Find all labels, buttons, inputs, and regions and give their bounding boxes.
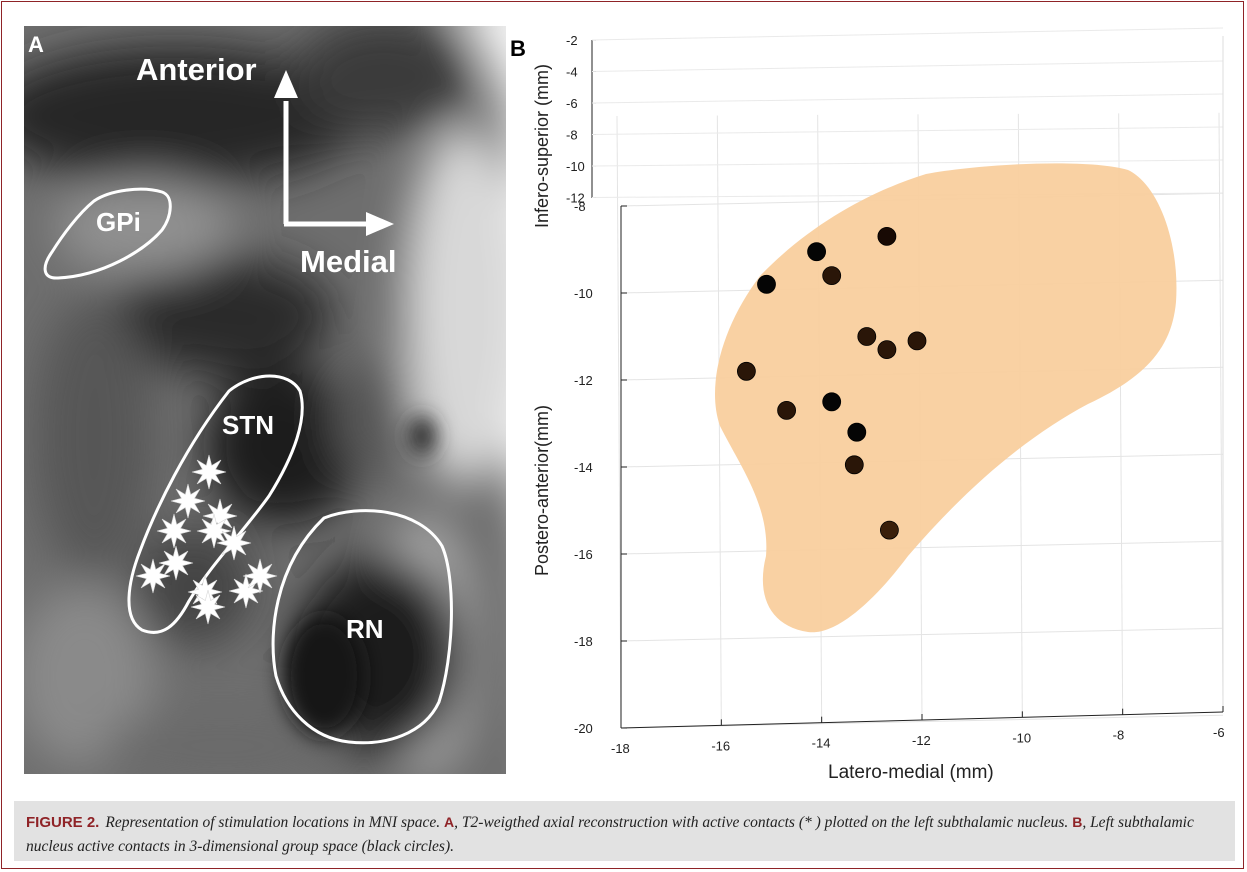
active-contact-point: [877, 226, 897, 246]
y-axis-ticks: -8 -10 -12 -14 -16 -18 -20: [574, 199, 627, 736]
x-tick-label: -12: [912, 733, 931, 748]
gpi-label: GPi: [96, 207, 141, 237]
x-gridline: [1218, 112, 1224, 713]
scatter-points: [736, 226, 927, 540]
active-contact-point: [877, 340, 897, 360]
anterior-label: Anterior: [136, 52, 257, 87]
x-tick-label: -8: [1113, 728, 1125, 743]
figure-caption: FIGURE 2. Representation of stimulation l…: [14, 801, 1235, 861]
y-gridline: [620, 714, 1224, 729]
z-gridline: [591, 60, 1224, 72]
stn-region-shape: [714, 163, 1177, 633]
z-tick-label: -8: [566, 128, 578, 143]
caption-text-2: , T2-weigthed axial reconstruction with …: [454, 814, 1069, 831]
active-contact-markers: [135, 454, 278, 625]
y-axis-label: Postero-anterior(mm): [532, 405, 552, 576]
active-contact-marker: [242, 558, 278, 594]
medial-label: Medial: [300, 244, 396, 279]
active-contact-point: [907, 331, 927, 351]
y-gridline: [620, 627, 1224, 642]
y-tick-label: -20: [574, 721, 593, 736]
caption-text-3: , Left subthalamic nucleus active contac…: [26, 814, 1194, 855]
caption-text-1: Representation of stimulation locations …: [105, 814, 441, 831]
active-contact-marker: [170, 483, 206, 519]
x-tick-label: -14: [812, 736, 831, 751]
x-axis-label: Latero-medial (mm): [828, 762, 994, 783]
active-contact-point: [777, 400, 797, 420]
caption-label: FIGURE 2.: [26, 814, 100, 831]
y-tick-label: -16: [574, 547, 593, 562]
active-contact-point: [807, 242, 827, 262]
active-contact-marker: [135, 558, 171, 594]
caption-letter-a: A: [444, 814, 455, 830]
gpi-outline: [43, 187, 172, 280]
y-tick-label: -18: [574, 634, 593, 649]
x-tick-label: -6: [1213, 725, 1225, 740]
y-tick-label: -8: [574, 199, 586, 214]
active-contact-marker: [191, 454, 227, 490]
z-tick-label: -12: [566, 191, 585, 206]
active-contact-marker: [196, 513, 232, 549]
z-tick-label: -10: [566, 159, 585, 174]
active-contact-point: [844, 455, 864, 475]
y-tick-label: -14: [574, 460, 593, 475]
rn-label: RN: [346, 614, 384, 644]
stn-outline: [127, 374, 304, 634]
active-contact-marker: [158, 545, 194, 581]
y-gridline: [620, 540, 1224, 555]
x-axis-ticks: -18 -16 -14 -12 -10 -8 -6: [611, 706, 1225, 756]
panel-b-letter: B: [510, 36, 526, 61]
active-contact-point: [857, 327, 877, 346]
z-axis-label: Infero-superior (mm): [532, 64, 552, 228]
y-tick-label: -12: [574, 373, 593, 388]
z-tick-label: -6: [566, 96, 578, 111]
caption-letter-b: B: [1072, 814, 1083, 830]
z-gridline: [591, 93, 1224, 104]
panel-a-letter: A: [28, 32, 44, 57]
z-gridline: [591, 159, 1224, 167]
active-contact-marker: [216, 525, 252, 561]
active-contact-point: [822, 266, 842, 286]
active-contact-point: [757, 274, 776, 294]
x-tick-label: -16: [711, 738, 730, 753]
x-gridline: [616, 115, 622, 729]
active-contact-marker: [190, 589, 226, 625]
active-contact-point: [879, 520, 899, 540]
active-contact-marker: [156, 513, 192, 549]
panel-a-mri-image: A Anterior Medial GPi STN RN: [24, 26, 506, 774]
z-gridline: [591, 27, 1224, 41]
stn-label: STN: [222, 410, 274, 440]
z-tick-label: -2: [566, 33, 578, 48]
x-tick-label: -18: [611, 741, 630, 756]
orientation-arrows: [274, 70, 394, 236]
x-tick-label: -10: [1012, 730, 1031, 745]
z-tick-label: -4: [566, 65, 578, 80]
active-contact-point: [822, 392, 842, 412]
active-contact-point: [736, 361, 756, 381]
y-tick-label: -10: [574, 286, 593, 301]
z-gridline: [591, 126, 1224, 135]
panel-b-scatter-chart: B -2 -4 -6 -8 -10 -12 Infero-superior (mm) -1…: [510, 27, 1225, 783]
rn-outline: [271, 509, 453, 745]
z-axis-ticks: -2 -4 -6 -8 -10 -12: [566, 33, 596, 206]
active-contact-point: [847, 422, 867, 442]
